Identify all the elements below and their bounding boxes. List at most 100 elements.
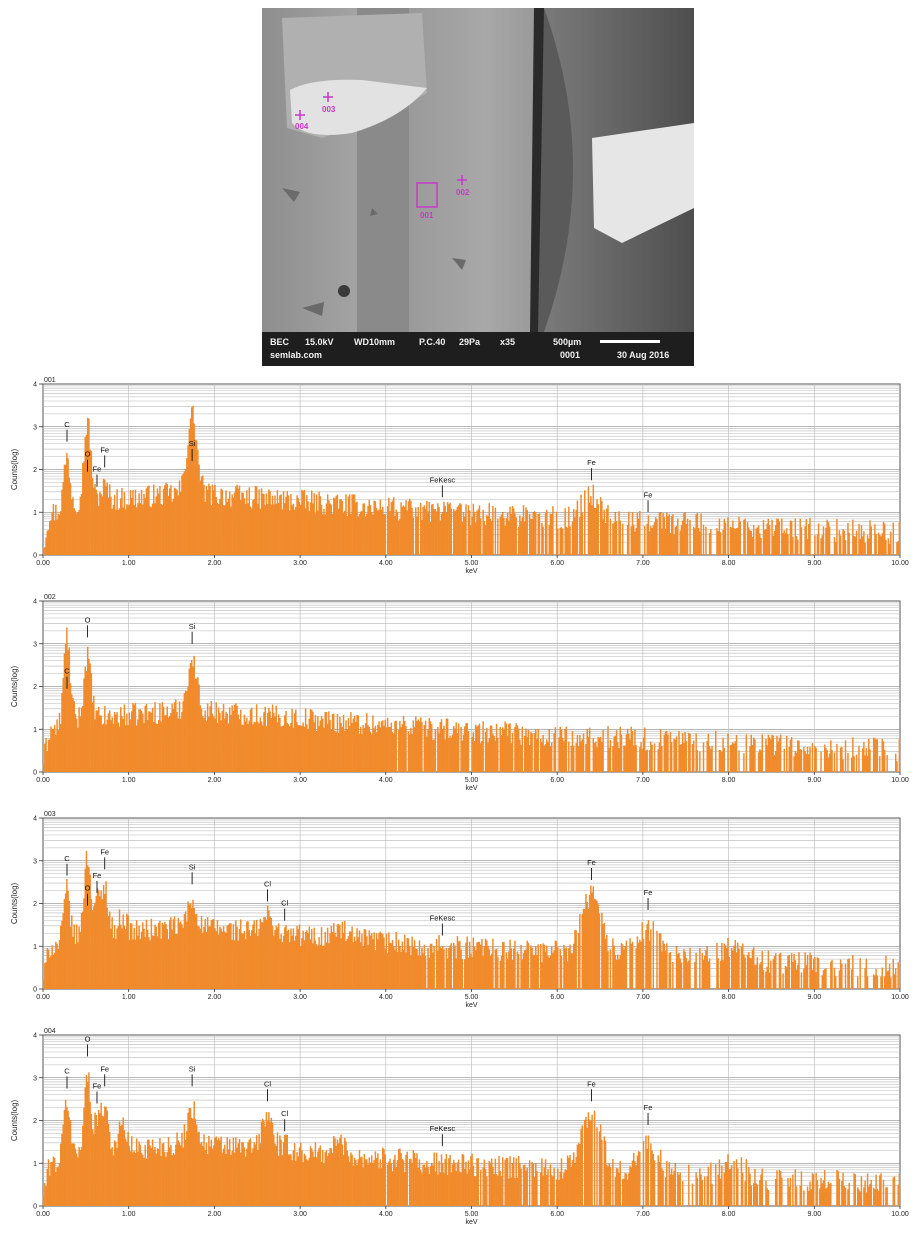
- spectrum-bar: [275, 1145, 277, 1206]
- x-tick-label: 4.00: [379, 994, 393, 1001]
- y-axis-label: Counts(log): [10, 882, 19, 924]
- spectrum-bar: [446, 502, 449, 555]
- spectrum-bar: [479, 1169, 482, 1206]
- spectrum-bar: [93, 487, 95, 555]
- spectrum-bar: [761, 734, 764, 772]
- spectrum-bar: [701, 1179, 704, 1206]
- spectrum-bar: [855, 530, 858, 555]
- spectrum-bar: [703, 1176, 706, 1206]
- spectrum-bar: [817, 523, 820, 555]
- spectrum-bar: [755, 1183, 757, 1206]
- spectrum-bar: [146, 486, 149, 555]
- spectrum-bar: [749, 530, 751, 555]
- spectrum-bar: [826, 519, 828, 555]
- spectrum-bar: [441, 729, 444, 772]
- spectrum-bar: [264, 505, 266, 555]
- spectrum-bar: [727, 733, 729, 772]
- spectrum-bar: [255, 1135, 258, 1206]
- x-axis-label: keV: [465, 1002, 477, 1009]
- spectrum-bar: [664, 528, 667, 555]
- spectrum-bar: [821, 535, 823, 555]
- spectrum-bar: [406, 937, 408, 989]
- spectrum-bar: [134, 1152, 137, 1206]
- spectrum-bar: [315, 944, 318, 989]
- spectrum-bar: [614, 1176, 617, 1206]
- spectrum-bar: [144, 1144, 146, 1206]
- spectrum-bar: [782, 533, 784, 555]
- spectrum-bar: [422, 953, 424, 989]
- spectrum-bar: [876, 1188, 879, 1206]
- spectrum-bar: [140, 931, 143, 989]
- spectrum-bar: [57, 949, 60, 989]
- spectrum-bar: [467, 957, 470, 989]
- spectrum-bar: [643, 526, 646, 555]
- spectrum-bar: [397, 730, 400, 772]
- spectrum-bar: [375, 507, 378, 555]
- spectrum-bar: [242, 492, 244, 555]
- spectrum-bar: [595, 899, 597, 989]
- spectrum-bar: [505, 518, 508, 555]
- spectrum-bar: [509, 723, 511, 772]
- spectrum-bar: [555, 941, 558, 989]
- spectrum-bar: [292, 928, 295, 989]
- spectrum-004: 004 C O Fe Fe Si Cl Cl FeKesc Fe Fe 0 1 2 3 4 0.00 1.00 2.…: [0, 1025, 920, 1243]
- spectrum-bar: [219, 498, 221, 555]
- spectrum-bar: [137, 1151, 139, 1206]
- spectrum-bar: [277, 714, 280, 772]
- spectrum-bar: [531, 519, 533, 555]
- spectrum-bar: [793, 756, 795, 772]
- spectrum-bar: [144, 498, 146, 555]
- spectrum-bar: [517, 728, 520, 772]
- spectrum-bar: [486, 940, 488, 989]
- spectrum-bar: [97, 1110, 100, 1206]
- spectrum-bar: [236, 705, 238, 772]
- spectrum-bar: [482, 956, 484, 989]
- spectrum-bar: [257, 721, 259, 772]
- spectrum-bar: [286, 491, 288, 555]
- spectrum-bar: [254, 1144, 257, 1206]
- spectrum-bar: [450, 508, 453, 555]
- spectrum-bar: [750, 530, 752, 555]
- spectrum-bar: [817, 958, 820, 989]
- spectrum-bar: [68, 1117, 71, 1206]
- spectrum-bar: [224, 931, 226, 989]
- spectrum-bar: [216, 723, 219, 772]
- spectrum-bar: [303, 940, 306, 989]
- spectrum-bar: [812, 958, 815, 989]
- spectrum-bar: [636, 936, 639, 989]
- spectrum-bar: [526, 510, 528, 555]
- spectrum-bar: [412, 1150, 415, 1206]
- spectrum-bar: [861, 536, 864, 555]
- spectrum-bar: [778, 953, 781, 989]
- spectrum-bar: [778, 521, 781, 555]
- spectrum-bar: [111, 917, 113, 989]
- spectrum-bar: [492, 1166, 494, 1206]
- spectrum-bar: [346, 938, 348, 989]
- spectrum-bar: [52, 729, 55, 772]
- spectrum-bar: [581, 914, 584, 989]
- spectrum-bar: [135, 507, 138, 555]
- spectrum-bar: [416, 720, 418, 772]
- spectrum-bar: [757, 525, 760, 555]
- spectrum-bar: [814, 956, 816, 989]
- spectrum-bar: [258, 489, 260, 555]
- spectrum-bar: [544, 1159, 547, 1206]
- spectrum-bar: [898, 522, 901, 555]
- spectrum-bar: [740, 946, 743, 989]
- spectrum-bar: [528, 744, 531, 772]
- spectrum-bar: [715, 1164, 717, 1206]
- y-tick-label: 2: [33, 1118, 37, 1125]
- spectrum-bar: [51, 945, 53, 989]
- spectrum-bar: [122, 507, 124, 555]
- spectrum-bar: [418, 1159, 421, 1206]
- spectrum-bar: [486, 727, 488, 772]
- spectrum-bar: [394, 949, 396, 989]
- spectrum-bar: [457, 1159, 460, 1206]
- spectrum-bar: [77, 1157, 79, 1206]
- scale-bar: [600, 340, 660, 343]
- spectrum-bar: [631, 941, 634, 989]
- x-tick-label: 7.00: [636, 1211, 650, 1218]
- spectrum-bar: [711, 1183, 713, 1206]
